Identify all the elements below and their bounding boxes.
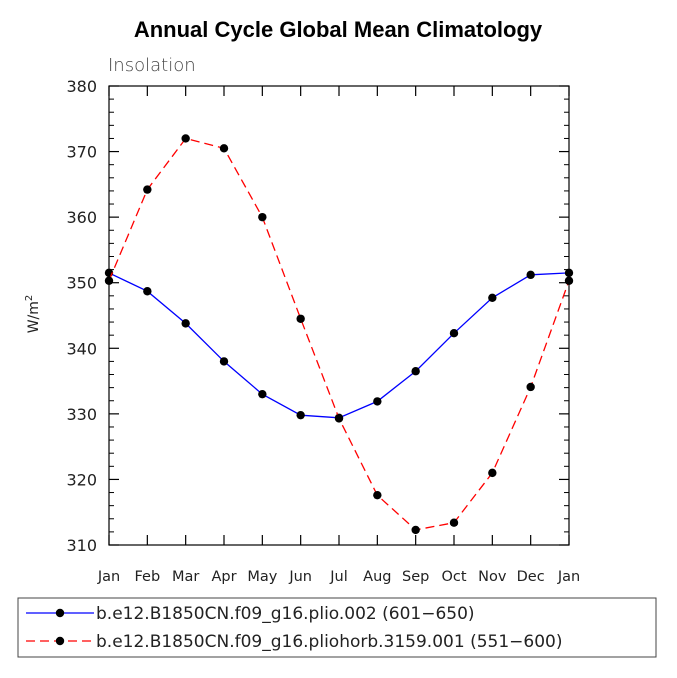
data-point [373,397,382,406]
legend: b.e12.B1850CN.f09_g16.plio.002 (601−650)… [17,597,657,658]
x-tick-label: Jan [97,569,120,585]
data-point [488,293,497,302]
chart-subtitle: Insolation [108,55,196,76]
data-point [526,270,535,280]
series-1 [104,268,574,422]
y-tick-label: 310 [66,536,97,555]
x-tick-label: Apr [211,569,236,585]
data-point [411,525,420,535]
data-point [564,276,574,285]
data-point [219,144,229,153]
y-axis-label-text: W/m [26,301,42,333]
data-point [296,410,305,420]
data-point [449,329,459,338]
data-point [219,357,229,366]
legend-item: b.e12.B1850CN.f09_g16.pliohorb.3159.001 … [26,632,562,652]
data-point [373,490,382,500]
data-point [488,468,497,478]
data-point [143,287,152,296]
y-tick-label: 340 [66,339,97,358]
plot-frame [108,85,570,546]
x-tick-label: Sep [402,569,429,585]
data-point [143,185,152,194]
data-point [526,382,535,392]
x-tick-label: Jan [557,569,580,585]
y-axis-label-superscript: 2 [24,295,35,301]
y-axis-label: W/m2 [24,295,42,334]
y-tick-label: 350 [66,274,97,293]
legend-box [17,597,657,658]
data-point [258,212,267,222]
x-tick-label: Jul [329,569,348,585]
legend-item: b.e12.B1850CN.f09_g16.plio.002 (601−650) [26,604,475,624]
data-point [449,518,459,527]
data-point [564,268,574,278]
series-layer [104,134,574,535]
x-tick-label: May [247,569,277,585]
x-tick-label: Jun [288,569,312,585]
series-2 [104,134,574,535]
legend-marker [55,636,65,646]
data-point [181,319,190,328]
x-tick-label: Mar [172,569,199,585]
y-tick-label: 330 [66,405,97,424]
y-tick-label: 380 [66,77,97,96]
legend-label: b.e12.B1850CN.f09_g16.pliohorb.3159.001 … [96,632,562,652]
x-tick-label: Feb [134,569,160,585]
data-point [258,389,267,399]
y-tick-label: 360 [66,208,97,227]
y-tick-label: 320 [66,470,97,489]
y-tick-label: 370 [66,143,97,162]
legend-marker [55,608,65,618]
x-tick-label: Nov [478,569,507,585]
series-line [108,137,570,531]
axes: 310 320 330 340 350 360 370 380 Jan Feb Mar Apr May J… [66,77,580,585]
series-line [108,272,570,419]
data-point [296,314,305,323]
x-tick-label: Dec [517,569,545,585]
svg-text:W/m2: W/m2 [24,295,42,334]
x-tick-label: Oct [441,569,466,585]
data-point [334,414,344,423]
x-tick-label: Aug [363,569,391,585]
chart-title: Annual Cycle Global Mean Climatology [134,17,543,42]
data-point [411,367,420,376]
legend-label: b.e12.B1850CN.f09_g16.plio.002 (601−650) [96,604,475,624]
data-point [104,276,114,285]
data-point [181,134,190,143]
